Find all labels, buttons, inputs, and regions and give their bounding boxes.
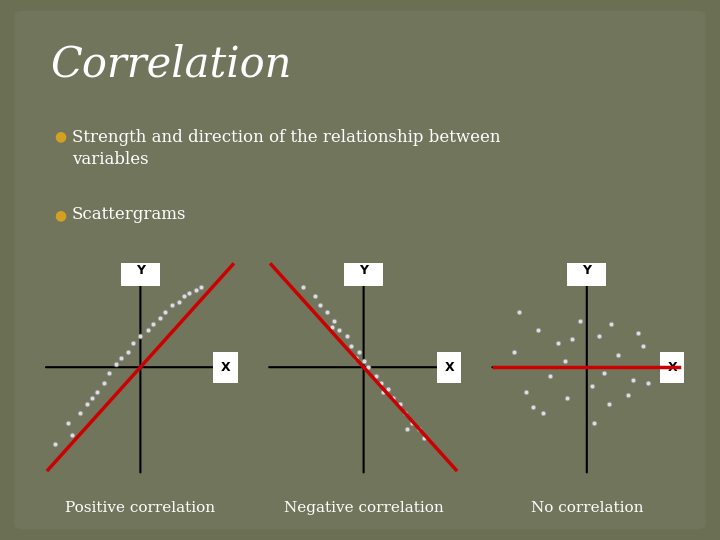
Point [586,381,598,390]
Point [521,388,532,396]
Text: No correlation: No correlation [531,501,643,515]
Point [179,292,190,301]
Point [508,347,520,356]
Text: Y: Y [582,264,591,276]
Point [627,375,639,384]
Point [183,289,194,298]
Point [297,282,309,291]
Point [314,301,325,310]
Point [632,329,644,338]
Point [86,394,98,402]
Point [326,323,338,332]
Point [341,332,352,341]
Point [147,320,158,328]
Point [532,326,544,334]
Text: Negative correlation: Negative correlation [284,501,444,515]
Point [399,409,410,418]
Point [562,394,573,402]
Point [321,307,333,316]
Point [358,357,369,366]
Point [159,307,171,316]
Point [382,384,394,393]
Text: Strength and direction of the relationship between
variables: Strength and direction of the relationsh… [72,129,500,168]
Point [333,326,345,334]
Point [606,320,617,328]
Point [537,409,549,418]
Point [622,390,634,399]
Point [637,341,649,350]
Point [328,316,341,325]
Point [91,388,102,396]
Point [135,332,146,341]
Text: Y: Y [359,264,368,276]
Point [195,282,207,291]
Text: Positive correlation: Positive correlation [66,501,215,515]
Point [346,341,357,350]
Point [613,350,624,359]
Text: Scattergrams: Scattergrams [72,206,186,223]
Text: Correlation: Correlation [50,43,292,85]
Point [98,379,109,387]
FancyBboxPatch shape [121,263,160,286]
FancyBboxPatch shape [660,352,684,383]
Text: X: X [667,361,677,374]
Point [351,354,362,362]
Point [66,431,78,440]
Point [174,298,185,307]
Text: ●: ● [54,130,66,144]
Point [603,400,614,409]
Point [552,338,563,347]
Point [62,418,73,427]
Point [81,400,93,409]
Point [363,363,374,372]
Point [407,418,418,427]
Point [353,347,364,356]
Point [166,301,178,310]
FancyBboxPatch shape [213,352,238,383]
Point [418,434,430,442]
Point [115,354,127,362]
Text: Y: Y [136,264,145,276]
Point [598,369,610,377]
FancyBboxPatch shape [436,352,461,383]
Point [310,292,321,301]
Point [414,424,426,433]
Point [154,314,166,322]
Point [142,326,153,334]
FancyBboxPatch shape [14,11,706,529]
Text: ●: ● [54,208,66,222]
Point [642,379,653,387]
Point [370,372,382,381]
Point [103,369,114,377]
Point [127,338,139,347]
Point [574,316,585,325]
Point [191,286,202,294]
Point [544,372,556,381]
FancyBboxPatch shape [344,263,383,286]
Point [74,409,86,418]
Point [402,424,413,433]
Point [50,440,61,449]
Point [122,347,134,356]
Point [387,394,399,402]
Point [513,307,524,316]
Point [588,418,600,427]
Point [110,360,122,368]
Point [567,335,578,344]
Point [559,357,571,366]
Point [593,332,605,341]
Text: X: X [444,361,454,374]
Point [375,379,387,387]
Point [395,400,406,409]
Point [377,388,389,396]
Text: X: X [221,361,230,374]
Point [528,403,539,411]
FancyBboxPatch shape [567,263,606,286]
